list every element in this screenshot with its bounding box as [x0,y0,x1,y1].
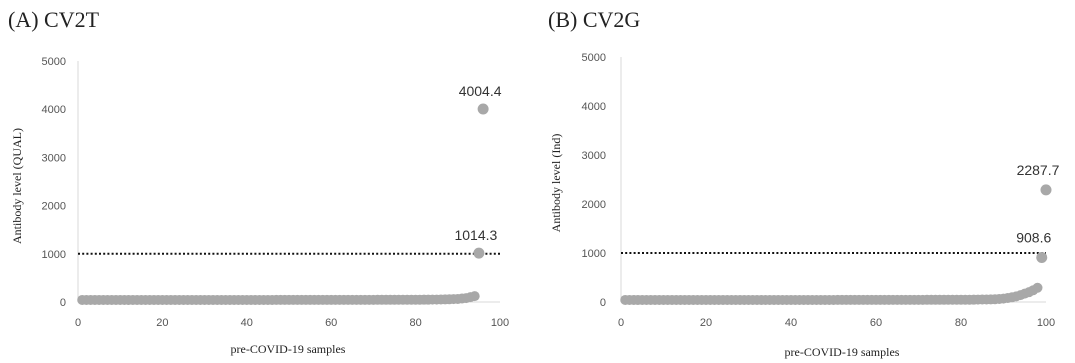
y-tick-label: 1000 [582,248,606,260]
data-point [473,247,485,259]
data-label: 4004.4 [459,83,502,99]
x-tick-label: 20 [700,317,712,329]
data-labels: 1014.3 4004.4 [454,83,501,243]
chart-panel-b: (B) CV2G Antibody level (Ind) pre-COVID-… [548,7,1060,359]
y-tick-label: 1000 [42,249,66,261]
y-tick-label: 5000 [42,56,66,68]
x-tick-label: 0 [618,317,624,329]
x-tick-label: 80 [409,317,421,329]
x-tick-label: 100 [491,317,509,329]
chart-title: (A) CV2T [8,7,100,32]
y-tick-label: 3000 [582,150,606,162]
x-tick-label: 0 [75,317,81,329]
x-axis-title: pre-COVID-19 samples [231,342,346,356]
tick-labels: 0 1000 2000 3000 4000 5000 0 20 40 60 80 100 [42,56,510,329]
x-axis-title: pre-COVID-19 samples [785,345,900,359]
y-tick-label: 2000 [42,201,66,213]
data-point [469,291,480,302]
data-point [1032,282,1043,293]
axes [620,57,1046,303]
axes [77,61,500,303]
y-tick-label: 0 [60,297,66,309]
tick-labels: 0 1000 2000 3000 4000 5000 0 20 40 60 80 100 [582,52,1056,329]
data-point [1036,251,1048,263]
data-points [620,184,1052,305]
data-labels: 908.6 2287.7 [1016,162,1059,246]
x-tick-label: 20 [156,317,168,329]
y-tick-label: 3000 [42,152,66,164]
y-axis-title: Antibody level (Ind) [549,134,563,233]
x-tick-label: 40 [785,317,797,329]
y-axis-title: Antibody level (QUAL) [10,128,24,244]
y-tick-label: 4000 [42,104,66,116]
x-tick-label: 80 [955,317,967,329]
x-tick-label: 60 [870,317,882,329]
x-tick-label: 40 [241,317,253,329]
chart-title: (B) CV2G [548,7,640,32]
y-tick-label: 0 [600,297,606,309]
y-tick-label: 2000 [582,199,606,211]
data-point [1040,184,1052,196]
data-point [477,103,489,115]
data-label: 2287.7 [1017,162,1060,178]
y-tick-label: 4000 [582,101,606,113]
y-tick-label: 5000 [582,52,606,64]
data-label: 1014.3 [454,227,497,243]
chart-panel-a: (A) CV2T Antibody level (QUAL) pre-COVID… [8,7,510,356]
x-tick-label: 100 [1037,317,1055,329]
x-tick-label: 60 [325,317,337,329]
data-points [77,103,489,305]
data-label: 908.6 [1016,229,1051,245]
